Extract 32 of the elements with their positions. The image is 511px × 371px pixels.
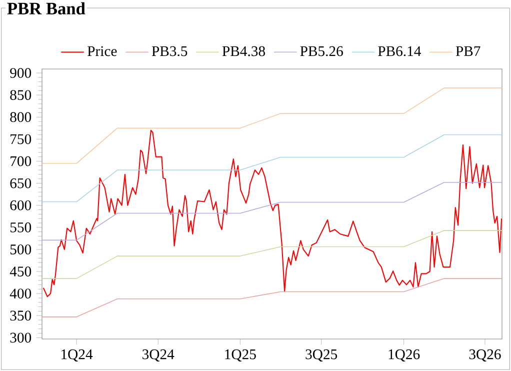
line-series — [42, 230, 502, 279]
legend-label: Price — [88, 46, 117, 56]
x-tick-label: 1Q24 — [62, 349, 93, 362]
y-tick-label: 500 — [10, 244, 32, 254]
x-tick-label: 3Q26 — [469, 349, 501, 362]
x-tick-label: 1Q25 — [225, 349, 256, 362]
legend-label: PB4.38 — [222, 46, 266, 56]
y-tick-label: 800 — [10, 112, 32, 122]
line-series — [42, 182, 502, 241]
y-tick-label: 350 — [10, 310, 32, 321]
y-tick-label: 300 — [10, 332, 32, 343]
legend-label: PB7 — [456, 46, 480, 56]
y-tick-label: 750 — [10, 134, 32, 144]
line-series — [42, 130, 502, 298]
line-series — [42, 88, 502, 164]
line-series — [42, 278, 502, 318]
x-tick-label: 1Q26 — [388, 349, 420, 362]
y-tick-label: 650 — [10, 178, 32, 188]
y-tick-label: 850 — [10, 90, 32, 100]
chart-title: PBR Band — [7, 2, 86, 14]
legend-label: PB3.5 — [152, 46, 188, 56]
y-tick-label: 450 — [10, 266, 32, 276]
legend-label: PB6.14 — [378, 46, 421, 56]
y-tick-label: 600 — [10, 200, 32, 210]
y-tick-label: 700 — [10, 156, 32, 166]
line-series — [42, 134, 502, 202]
y-tick-label: 900 — [10, 68, 32, 78]
y-tick-label: 550 — [10, 222, 32, 232]
legend-label: PB5.26 — [300, 46, 343, 56]
x-tick-label: 3Q25 — [306, 349, 338, 362]
x-tick-label: 3Q24 — [142, 349, 174, 362]
y-tick-label: 400 — [10, 288, 32, 298]
